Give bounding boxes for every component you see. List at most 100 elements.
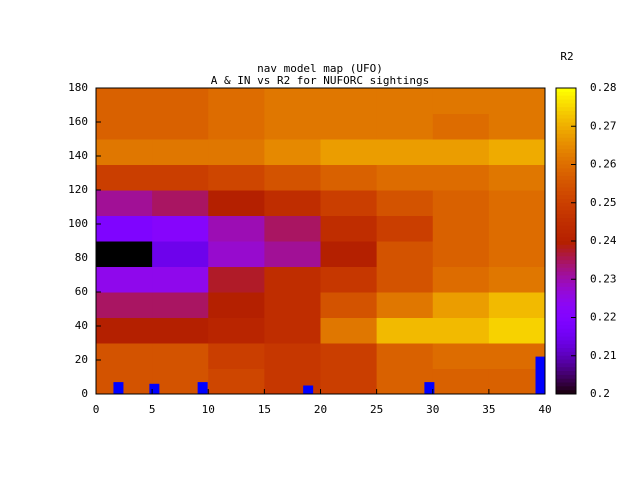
colorbar-tick-label: 0.22 xyxy=(590,311,617,324)
colorbar-step xyxy=(556,367,576,372)
heat-cell xyxy=(432,317,490,344)
colorbar-step xyxy=(556,256,576,261)
colorbar-step xyxy=(556,221,576,227)
x-tick-label: 20 xyxy=(314,403,327,416)
colorbar-step xyxy=(556,122,576,127)
heat-cell xyxy=(320,266,378,293)
heat-cell xyxy=(376,241,434,267)
heat-cell xyxy=(96,292,153,318)
colorbar-tick-label: 0.27 xyxy=(590,119,617,132)
colorbar-step xyxy=(556,252,576,257)
colorbar-step xyxy=(556,386,576,391)
colorbar-step xyxy=(556,187,576,192)
colorbar-step xyxy=(556,210,576,215)
colorbar-step xyxy=(556,283,576,288)
colorbar-step xyxy=(556,286,576,292)
colorbar-step xyxy=(556,103,576,108)
colorbar-step xyxy=(556,114,576,120)
y-tick-label: 60 xyxy=(75,285,88,298)
colorbar-step xyxy=(556,321,576,326)
colorbar-step xyxy=(556,279,576,284)
colorbar-step xyxy=(556,359,576,364)
colorbar-tick-label: 0.25 xyxy=(590,196,617,209)
colorbar-label: R2 xyxy=(560,50,573,63)
heat-cell xyxy=(264,190,321,216)
x-tick-label: 40 xyxy=(538,403,551,416)
colorbar-step xyxy=(556,351,576,357)
colorbar-step xyxy=(556,164,576,169)
colorbar-step xyxy=(556,267,576,273)
colorbar-step xyxy=(556,340,576,345)
colorbar-step xyxy=(556,317,576,322)
colorbar-step xyxy=(556,118,576,123)
heat-cell xyxy=(208,113,265,140)
y-tick-label: 100 xyxy=(68,217,88,230)
colorbar-step xyxy=(556,214,576,219)
heat-cell xyxy=(152,164,209,191)
colorbar-step xyxy=(556,145,576,150)
heat-cell xyxy=(152,343,209,369)
colorbar-step xyxy=(556,218,576,223)
chart-title: nav model map (UFO) xyxy=(257,62,383,75)
heat-cell xyxy=(96,88,153,114)
heat-cell xyxy=(376,139,434,165)
heat-cell xyxy=(208,190,265,216)
colorbar-step xyxy=(556,229,576,234)
x-tick-label: 5 xyxy=(149,403,156,416)
colorbar-step xyxy=(556,202,576,208)
colorbar-step xyxy=(556,244,576,250)
y-tick-label: 0 xyxy=(81,387,88,400)
heat-cell xyxy=(96,241,153,267)
heat-cell xyxy=(208,88,265,114)
colorbar-step xyxy=(556,275,576,280)
colorbar-step xyxy=(556,168,576,173)
colorbar-step xyxy=(556,206,576,211)
heat-cell xyxy=(96,139,153,165)
heat-cell xyxy=(96,164,153,191)
colorbar-step xyxy=(556,382,576,387)
colorbar-step xyxy=(556,233,576,238)
heat-cell xyxy=(208,164,265,191)
colorbar-step xyxy=(556,91,576,97)
heat-cell xyxy=(488,292,546,318)
heat-cell xyxy=(488,190,546,216)
x-tick-label: 10 xyxy=(202,403,215,416)
heat-cell xyxy=(320,241,378,267)
heat-cell xyxy=(264,241,321,267)
colorbar-step xyxy=(556,309,576,315)
heat-cell xyxy=(96,266,153,293)
y-tick-label: 140 xyxy=(68,149,88,162)
colorbar-step xyxy=(556,294,576,299)
colorbar-step xyxy=(556,344,576,349)
colorbar-step xyxy=(556,306,576,311)
colorbar-step xyxy=(556,260,576,265)
colorbar-step xyxy=(556,271,576,276)
heat-cell xyxy=(208,241,265,267)
heat-cell xyxy=(152,215,209,242)
heat-cell xyxy=(432,190,490,216)
heat-cell xyxy=(208,368,265,395)
colorbar-step xyxy=(556,313,576,318)
heat-cell xyxy=(488,113,546,140)
y-tick-label: 40 xyxy=(75,319,88,332)
heat-cell xyxy=(264,266,321,293)
colorbar-step xyxy=(556,328,576,334)
y-tick-label: 180 xyxy=(68,81,88,94)
heat-cell xyxy=(152,292,209,318)
heat-cell xyxy=(432,113,490,140)
heat-cell xyxy=(488,266,546,293)
colorbar-step xyxy=(556,179,576,185)
heat-cell xyxy=(488,164,546,191)
colorbar-step xyxy=(556,137,576,143)
colorbar-step xyxy=(556,141,576,146)
heat-cell xyxy=(432,343,490,369)
heat-cell xyxy=(376,292,434,318)
heat-cell xyxy=(152,241,209,267)
y-tick-label: 160 xyxy=(68,115,88,128)
colorbar-step xyxy=(556,153,576,158)
colorbar-tick-label: 0.23 xyxy=(590,272,617,285)
colorbar-step xyxy=(556,263,576,269)
heat-cell xyxy=(152,317,209,344)
heat-cell xyxy=(376,343,434,369)
heat-cell xyxy=(96,317,153,344)
